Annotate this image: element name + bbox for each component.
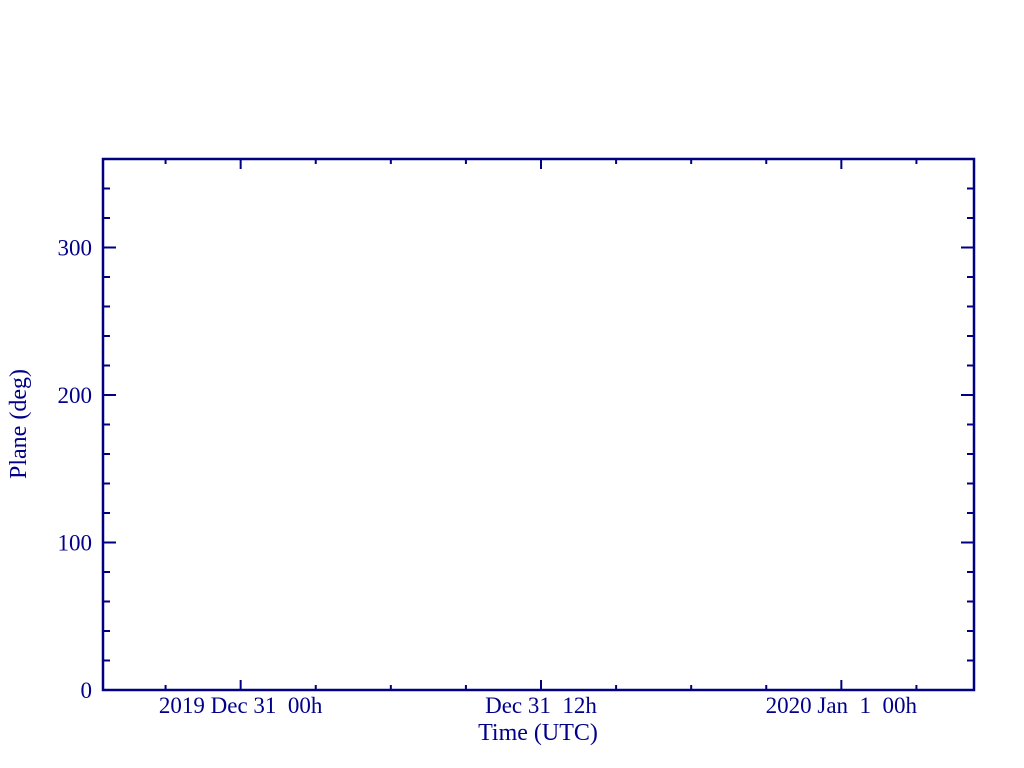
x-tick-label: 2020 Jan 1 00h xyxy=(766,693,918,718)
y-tick-label: 200 xyxy=(58,383,93,408)
x-tick-label: Dec 31 12h xyxy=(485,693,597,718)
y-tick-label: 100 xyxy=(58,531,93,556)
x-axis-title: Time (UTC) xyxy=(478,720,598,746)
tick-labels-group: 2019 Dec 31 00h Dec 31 12h 2020 Jan 1 00h 0… xyxy=(58,236,918,719)
y-tick-label: 300 xyxy=(58,236,93,261)
y-axis-title: Plane (deg) xyxy=(6,369,32,479)
y-tick-label: 0 xyxy=(81,678,93,703)
plot-frame-group xyxy=(101,157,976,692)
x-tick-label: 2019 Dec 31 00h xyxy=(159,693,323,718)
plot-frame xyxy=(101,157,976,692)
tick-marks-group xyxy=(103,159,974,691)
